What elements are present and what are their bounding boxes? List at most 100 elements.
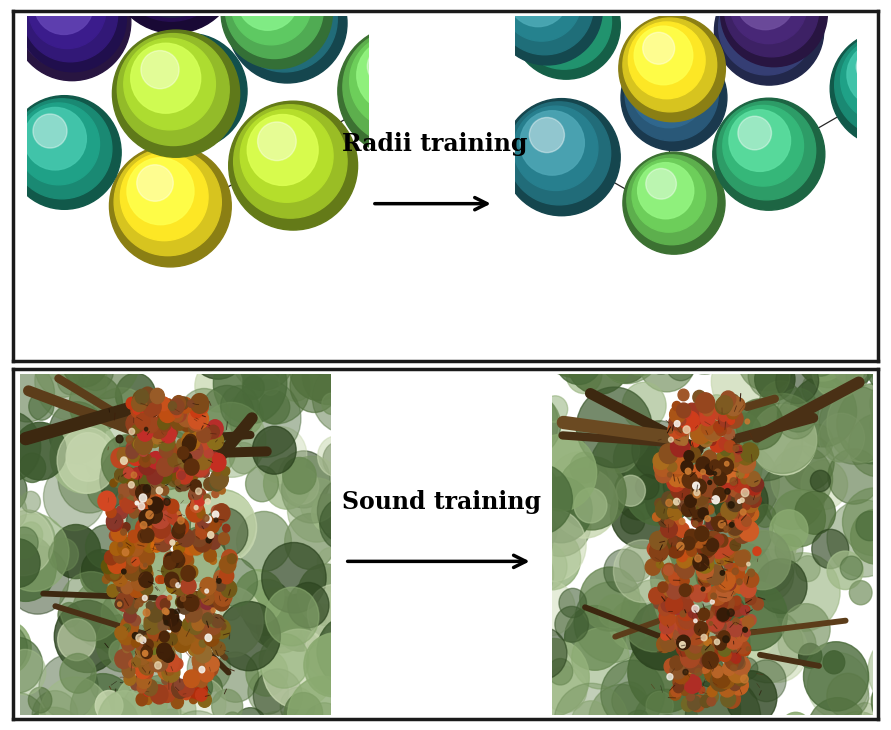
Circle shape [706,518,717,529]
Circle shape [188,619,202,634]
Circle shape [728,620,744,637]
Circle shape [360,0,470,11]
Circle shape [0,693,46,730]
Circle shape [139,453,151,467]
Circle shape [693,510,704,522]
Circle shape [755,504,776,527]
Circle shape [33,114,67,148]
Circle shape [220,596,242,620]
Circle shape [339,580,376,619]
Circle shape [180,625,197,644]
Circle shape [185,590,196,602]
Circle shape [690,695,705,712]
Circle shape [693,521,698,526]
Circle shape [688,606,699,618]
Circle shape [699,504,709,515]
Circle shape [623,710,655,730]
Circle shape [60,572,123,641]
Circle shape [747,660,786,702]
Circle shape [151,458,156,464]
Circle shape [207,420,223,437]
Circle shape [650,543,663,556]
Circle shape [830,31,891,147]
Circle shape [675,620,684,630]
Circle shape [674,669,688,684]
Circle shape [88,388,155,460]
Circle shape [135,491,145,501]
Circle shape [727,518,744,535]
Circle shape [695,420,706,431]
Circle shape [382,42,473,132]
Circle shape [705,464,715,475]
Circle shape [730,653,736,661]
Circle shape [115,474,122,482]
Circle shape [702,404,713,416]
Circle shape [0,0,22,9]
Circle shape [634,26,693,85]
Circle shape [176,423,184,431]
Circle shape [723,690,740,708]
Circle shape [200,434,235,473]
Circle shape [697,533,704,541]
Circle shape [164,532,176,544]
Circle shape [693,490,700,498]
Circle shape [726,671,777,725]
Circle shape [116,0,227,18]
Circle shape [137,673,151,688]
Circle shape [0,620,31,675]
Circle shape [634,689,699,730]
Circle shape [7,96,121,210]
Circle shape [149,435,160,447]
Circle shape [660,634,677,651]
Circle shape [676,518,683,525]
Circle shape [484,0,563,57]
Circle shape [177,512,181,515]
Circle shape [21,491,40,512]
Circle shape [290,337,348,401]
Circle shape [139,494,147,502]
Circle shape [840,556,862,580]
Circle shape [597,428,640,473]
Circle shape [745,593,756,604]
Circle shape [147,526,156,536]
Circle shape [152,518,170,538]
Circle shape [804,642,869,711]
Circle shape [135,518,153,538]
Circle shape [638,163,694,219]
Circle shape [682,405,690,414]
Circle shape [0,603,12,623]
Circle shape [146,602,153,610]
Circle shape [164,420,178,435]
Circle shape [619,15,725,122]
Circle shape [168,437,175,445]
Circle shape [656,499,674,519]
Circle shape [144,664,152,674]
Circle shape [128,540,143,556]
Circle shape [182,453,192,464]
Circle shape [140,637,146,643]
Circle shape [559,588,586,618]
Circle shape [666,349,696,380]
Circle shape [843,488,891,556]
Circle shape [612,682,647,720]
Circle shape [574,582,650,663]
Circle shape [725,637,738,650]
Circle shape [645,559,660,575]
Circle shape [661,631,670,640]
Circle shape [674,418,691,436]
Circle shape [116,471,122,478]
Circle shape [119,466,131,480]
Circle shape [342,627,377,664]
Circle shape [694,619,697,623]
Circle shape [227,554,236,564]
Circle shape [23,0,118,62]
Circle shape [694,621,707,635]
Circle shape [682,542,695,557]
Circle shape [733,579,746,593]
Circle shape [724,461,729,466]
Circle shape [35,342,107,420]
Circle shape [753,547,761,556]
Circle shape [802,372,833,405]
Circle shape [722,523,731,532]
Circle shape [171,552,180,562]
